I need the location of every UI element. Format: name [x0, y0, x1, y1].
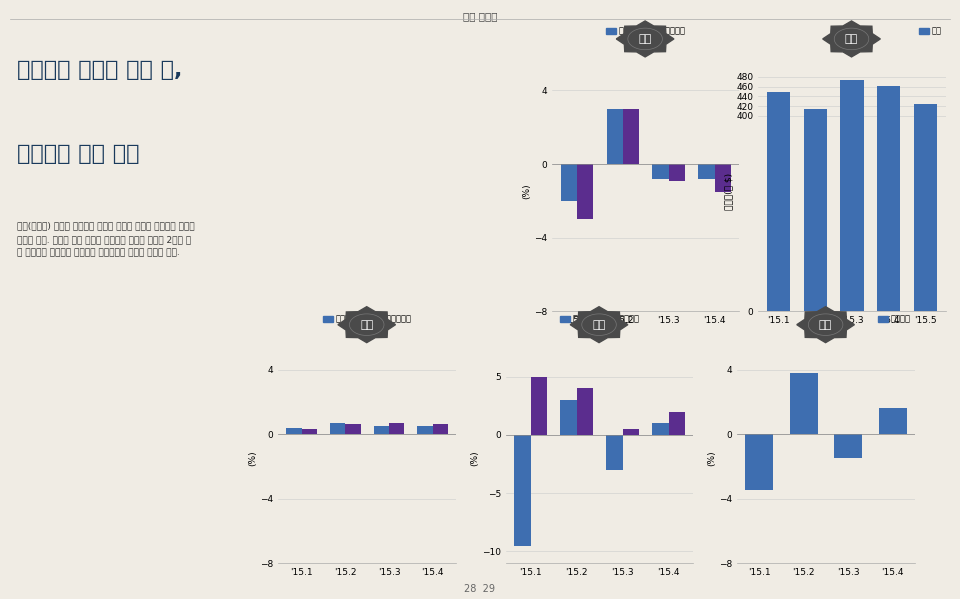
Bar	[607, 435, 622, 470]
Bar	[804, 108, 827, 311]
Bar	[668, 412, 684, 435]
Bar	[418, 426, 433, 434]
Bar	[668, 164, 684, 181]
Bar	[653, 164, 668, 179]
Bar	[622, 429, 638, 435]
Text: 생산: 생산	[638, 34, 652, 44]
Bar	[531, 377, 546, 435]
Legend: 동행종합지수, 선행종합지수: 동행종합지수, 선행종합지수	[320, 311, 415, 327]
Y-axis label: (%): (%)	[522, 184, 531, 199]
Bar	[607, 109, 623, 164]
Text: 통계 편집실: 통계 편집실	[463, 11, 497, 21]
Legend: 설비투자, 건설기성불변: 설비투자, 건설기성불변	[557, 311, 642, 327]
Bar	[878, 409, 907, 434]
Bar	[433, 424, 448, 434]
Text: 소비지표 회복 조짐: 소비지표 회복 조짐	[17, 144, 140, 164]
Bar	[561, 400, 577, 435]
Bar	[834, 434, 862, 458]
Text: 수출: 수출	[845, 34, 858, 44]
Bar	[914, 104, 937, 311]
Bar	[561, 164, 577, 201]
Bar	[653, 423, 668, 435]
Bar	[330, 423, 346, 434]
Text: 경기: 경기	[360, 320, 373, 329]
Y-axis label: (%): (%)	[249, 450, 257, 466]
Text: 경기(회복에) 여전히 어려움을 보이는 가운데 소비가 살아나는 조짐을
보이고 있다. 하지만 수출 부진의 영향으로 생산과 투자는 2개월 연
속 감소: 경기(회복에) 여전히 어려움을 보이는 가운데 소비가 살아나는 조짐을 보이…	[17, 222, 195, 257]
Y-axis label: (%): (%)	[708, 450, 716, 466]
Text: 소비: 소비	[819, 320, 832, 329]
Bar	[699, 164, 714, 179]
Text: 투자: 투자	[592, 320, 606, 329]
Bar	[714, 164, 731, 192]
Bar	[623, 109, 638, 164]
Legend: 소매판매: 소매판매	[876, 311, 914, 327]
Legend: 수출: 수출	[916, 23, 946, 39]
Bar	[515, 435, 531, 546]
Bar	[790, 373, 818, 434]
Text: 경기지표 여전히 안개 속,: 경기지표 여전히 안개 속,	[17, 60, 182, 80]
Bar	[767, 92, 790, 311]
Bar	[577, 388, 592, 435]
Text: 28  29: 28 29	[465, 584, 495, 594]
Bar	[877, 86, 900, 311]
Y-axis label: 수출액(억 $): 수출액(억 $)	[725, 173, 733, 210]
Y-axis label: (%): (%)	[470, 450, 479, 466]
Legend: 전산업생산, 광공업생산: 전산업생산, 광공업생산	[603, 23, 688, 39]
Bar	[346, 424, 361, 434]
Bar	[840, 80, 864, 311]
Bar	[373, 426, 389, 434]
Bar	[389, 423, 404, 434]
Bar	[745, 434, 774, 491]
Bar	[286, 428, 301, 434]
Bar	[577, 164, 592, 219]
Bar	[301, 429, 317, 434]
